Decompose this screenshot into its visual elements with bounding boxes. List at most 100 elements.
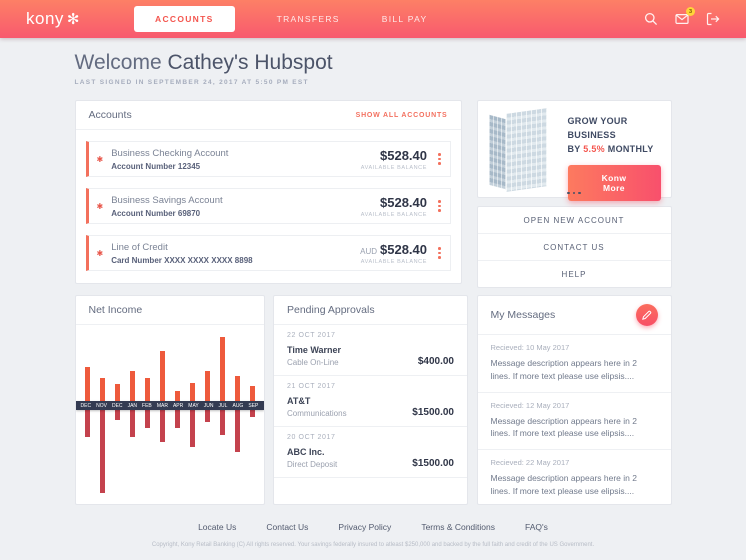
tab-transfers[interactable]: TRANSFERS (276, 14, 340, 24)
negative-bar (159, 410, 165, 442)
search-icon[interactable] (644, 12, 658, 26)
footer-link-contact-us[interactable]: Contact Us (266, 522, 309, 532)
negative-bar (249, 410, 255, 417)
tab-accounts[interactable]: ACCOUNTS (134, 6, 235, 32)
account-number: Card Number XXXX XXXX XXXX 8898 (111, 255, 253, 265)
quick-links-panel: OPEN NEW ACCOUNT CONTACT US HELP (476, 206, 672, 288)
promo-card: GROW YOUR BUSINESS BY 5.5% MONTHLY Konw … (476, 100, 672, 201)
positive-bar (99, 378, 105, 401)
positive-bar (129, 371, 135, 401)
chart-bars (76, 325, 264, 504)
contact-us-link[interactable]: CONTACT US (477, 234, 671, 261)
approval-category: Communications (287, 409, 347, 418)
month-label: MAY (188, 402, 199, 409)
help-link[interactable]: HELP (561, 270, 587, 279)
approval-amount: $400.00 (417, 356, 454, 367)
bar-column (249, 325, 255, 504)
top-navigation-bar: kony ✻ ACCOUNTS TRANSFERS BILL PAY 3 (0, 0, 746, 38)
message-item[interactable]: Recieved: 12 May 2017 Message descriptio… (477, 393, 671, 450)
header-icons: 3 (644, 7, 720, 26)
promo-rate-highlight: 5.5% (583, 143, 605, 154)
accounts-panel: Accounts SHOW ALL ACCOUNTS ✱ Business Ch… (74, 100, 462, 284)
month-label: FEB (142, 402, 152, 409)
approval-item[interactable]: 22 OCT 2017 Time Warner Cable On-Line $4… (274, 325, 467, 376)
approval-category: Cable On-Line (287, 358, 339, 367)
compose-message-button[interactable] (635, 304, 658, 326)
kony-asterisk-icon: ✻ (66, 11, 80, 28)
message-item[interactable]: Recieved: 22 May 2017 Message descriptio… (478, 450, 671, 504)
footer-link-terms[interactable]: Terms & Conditions (421, 522, 496, 532)
positive-bar (189, 383, 195, 401)
my-messages-panel: My Messages Recieved: 10 May 2017 Messag… (476, 295, 672, 505)
message-body: Message description appears here in 2 li… (490, 415, 637, 439)
mail-icon[interactable]: 3 (675, 7, 695, 26)
positive-bar (114, 384, 120, 401)
negative-bar (84, 410, 90, 437)
favorite-star-icon: ✱ (96, 248, 104, 258)
footer-links: Locate Us Contact Us Privacy Policy Term… (75, 522, 672, 532)
negative-bar (174, 410, 180, 428)
footer-link-faqs[interactable]: FAQ's (525, 522, 548, 532)
approval-amount: $1500.00 (412, 407, 454, 418)
footer-link-privacy-policy[interactable]: Privacy Policy (338, 522, 392, 532)
pending-approvals-panel: Pending Approvals 22 OCT 2017 Time Warne… (273, 295, 468, 505)
chart-month-axis: DEC NOV DEC JAN FEB MAR APR MAY JUN JUL AUG SEP (75, 401, 264, 410)
month-label: APR (172, 402, 184, 409)
footer-link-locate-us[interactable]: Locate Us (198, 522, 237, 532)
account-balance: $528.40 (380, 194, 427, 210)
approval-amount: $1500.00 (412, 458, 454, 469)
page-title: Welcome Cathey's Hubspot (75, 51, 672, 75)
bar-column (84, 325, 90, 504)
month-label: SEP (248, 402, 259, 409)
balance-label: AVAILABLE BALANCE (360, 258, 427, 265)
account-balance: $528.40 (380, 147, 427, 163)
unread-count-badge: 3 (686, 7, 695, 16)
carousel-dots[interactable] (478, 191, 671, 194)
approval-date: 20 OCT 2017 (287, 434, 336, 441)
positive-bar (219, 337, 225, 401)
net-income-panel: Net Income DEC NOV DEC JAN FEB MAR APR MAY JUN JU… (74, 295, 265, 505)
account-name: Line of Credit (111, 241, 168, 253)
positive-bar (144, 378, 150, 401)
bar-column (114, 325, 120, 504)
bar-column (234, 325, 240, 504)
kony-logo: kony ✻ (26, 9, 80, 29)
month-label: JAN (127, 402, 138, 409)
negative-bar (219, 410, 225, 435)
favorite-star-icon: ✱ (96, 154, 104, 164)
account-name: Business Checking Account (111, 147, 229, 159)
bar-column (129, 325, 135, 504)
message-body: Message description appears here in 2 li… (490, 473, 637, 496)
page-footer: Locate Us Contact Us Privacy Policy Term… (75, 522, 672, 548)
month-label: DEC (80, 402, 92, 409)
approval-payee: AT&T (287, 396, 311, 406)
welcome-section: Welcome Cathey's Hubspot LAST SIGNED IN … (75, 51, 672, 86)
month-label: NOV (96, 402, 107, 409)
negative-bar (189, 410, 195, 447)
account-row-checking[interactable]: ✱ Business Checking Account Account Numb… (85, 141, 451, 177)
tab-bill-pay[interactable]: BILL PAY (381, 14, 428, 24)
balance-label: AVAILABLE BALANCE (360, 211, 427, 218)
approval-item[interactable]: 21 OCT 2017 AT&T Communications $1500.00 (274, 376, 467, 427)
know-more-button[interactable]: Konw More (567, 164, 661, 201)
approval-item[interactable]: 20 OCT 2017 ABC Inc. Direct Deposit $150… (274, 427, 467, 478)
negative-bar (234, 410, 240, 452)
logo-text: kony (26, 9, 64, 28)
approval-payee: ABC Inc. (287, 447, 325, 457)
show-all-accounts-link[interactable]: SHOW ALL ACCOUNTS (355, 111, 448, 119)
account-name: Business Savings Account (111, 194, 223, 206)
open-new-account-link[interactable]: OPEN NEW ACCOUNT (477, 207, 671, 234)
logout-icon[interactable] (706, 12, 720, 26)
account-row-line-of-credit[interactable]: ✱ Line of Credit Card Number XXXX XXXX X… (85, 235, 451, 271)
account-row-savings[interactable]: ✱ Business Savings Account Account Numbe… (85, 188, 451, 224)
message-item[interactable]: Recieved: 10 May 2017 Message descriptio… (477, 335, 671, 393)
message-received-date: Recieved: 10 May 2017 (490, 343, 570, 352)
bar-column (144, 325, 150, 504)
message-received-date: Recieved: 22 May 2017 (490, 458, 570, 467)
account-menu-icon[interactable] (438, 153, 441, 165)
account-menu-icon[interactable] (438, 247, 441, 259)
account-menu-icon[interactable] (438, 200, 441, 212)
net-income-chart: DEC NOV DEC JAN FEB MAR APR MAY JUN JUL AUG SEP (75, 325, 264, 504)
message-body: Message description appears here in 2 li… (490, 358, 637, 381)
account-balance: $528.40 (380, 241, 427, 257)
